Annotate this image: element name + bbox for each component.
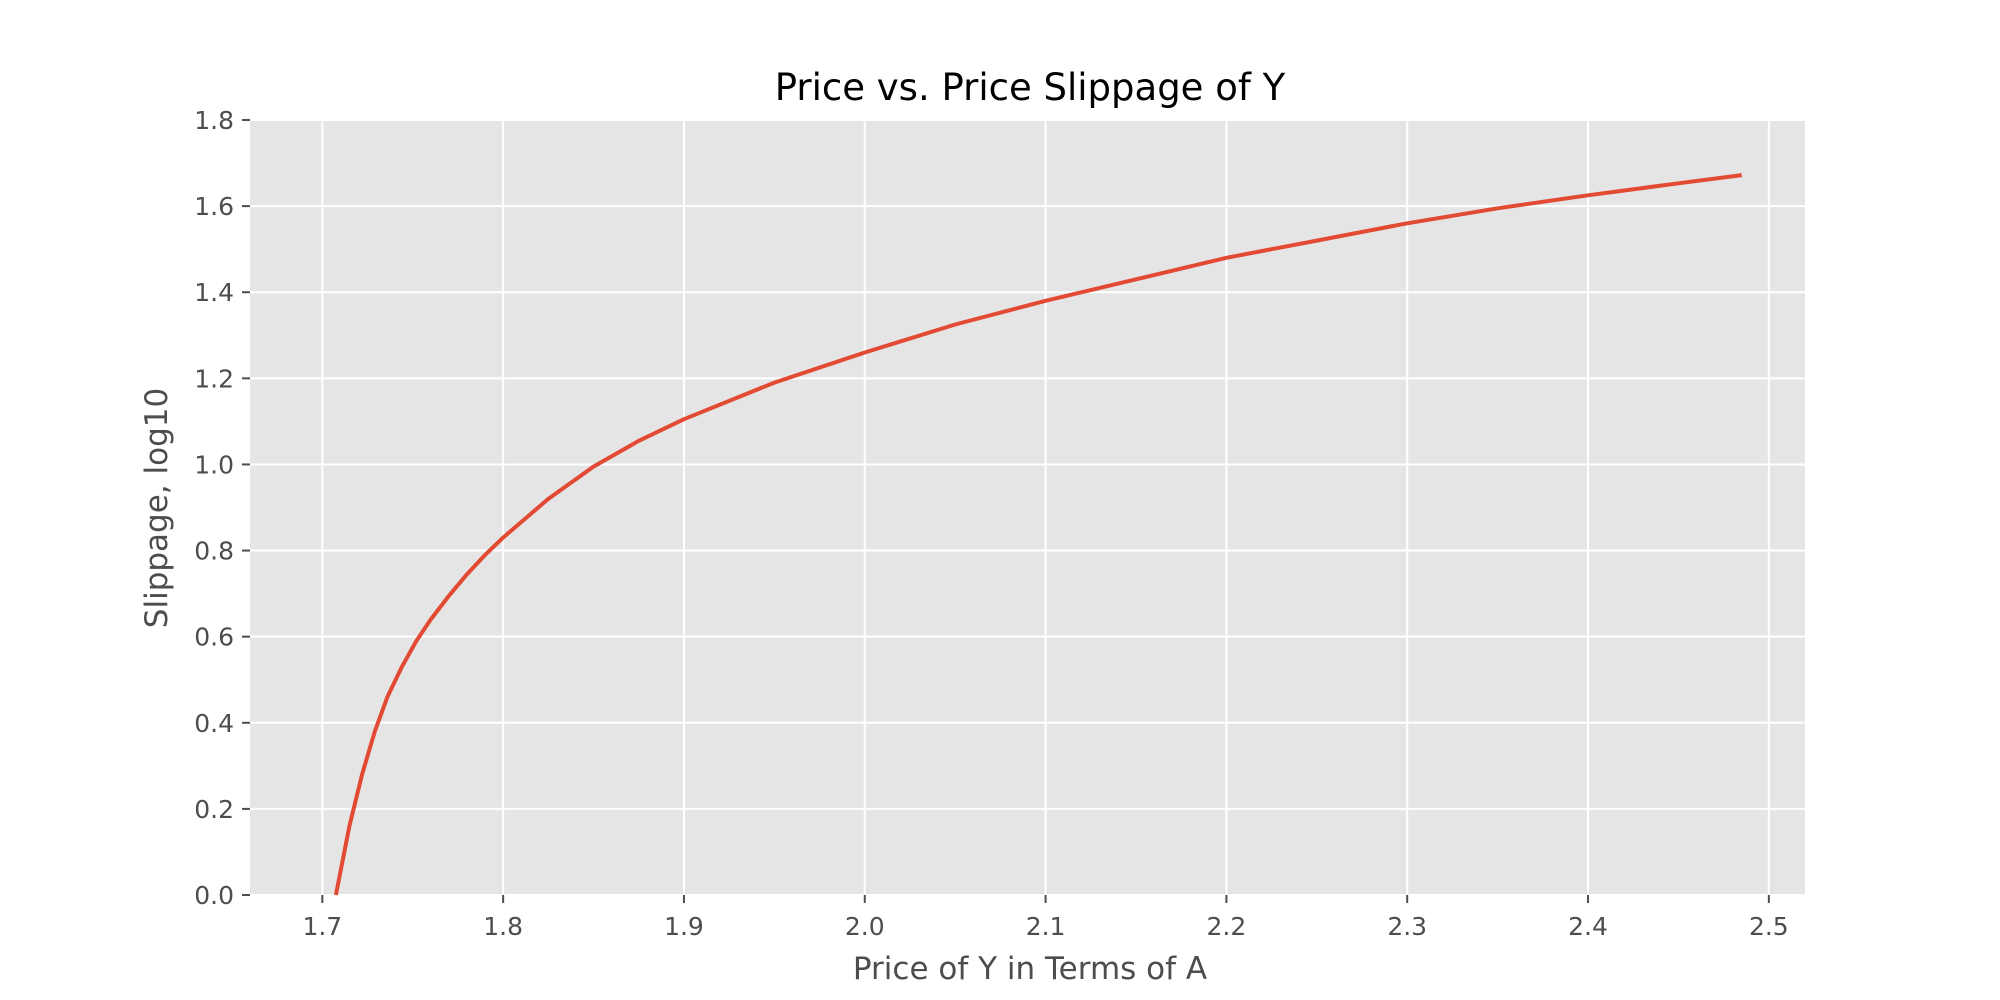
x-tick-label: 2.0 [845, 912, 885, 941]
x-tick-label: 1.7 [302, 912, 342, 941]
y-tick-label: 1.2 [194, 364, 234, 393]
x-tick-label: 1.8 [483, 912, 523, 941]
x-axis-label: Price of Y in Terms of A [853, 951, 1207, 987]
x-tick-label: 2.3 [1387, 912, 1427, 941]
grid-lines [250, 119, 1805, 896]
x-tick-label: 2.5 [1749, 912, 1789, 941]
series-layer [333, 173, 1742, 896]
plot-area [250, 120, 1805, 895]
y-tick-label: 0.0 [194, 881, 234, 910]
y-tick-label: 1.6 [194, 192, 234, 221]
axis-ticks: 1.7 1.8 1.9 2.0 2.1 2.2 2.3 2.4 2.5 0.0 0.2 0.4 0.6 0… [194, 106, 1788, 941]
x-tick-label: 2.4 [1568, 912, 1608, 941]
y-tick-label: 1.8 [194, 106, 234, 135]
y-tick-label: 0.6 [194, 623, 234, 652]
chart-title: Price vs. Price Slippage of Y [775, 66, 1286, 109]
x-tick-label: 2.1 [1026, 912, 1066, 941]
y-tick-label: 0.8 [194, 537, 234, 566]
x-tick-label: 2.2 [1207, 912, 1247, 941]
y-axis-label: Slippage, log10 [139, 388, 175, 628]
y-tick-label: 0.2 [194, 795, 234, 824]
slippage-line [333, 173, 1742, 896]
y-tick-label: 1.0 [194, 450, 234, 479]
y-tick-label: 0.4 [194, 709, 234, 738]
y-tick-label: 1.4 [194, 278, 234, 307]
x-tick-label: 1.9 [664, 912, 704, 941]
